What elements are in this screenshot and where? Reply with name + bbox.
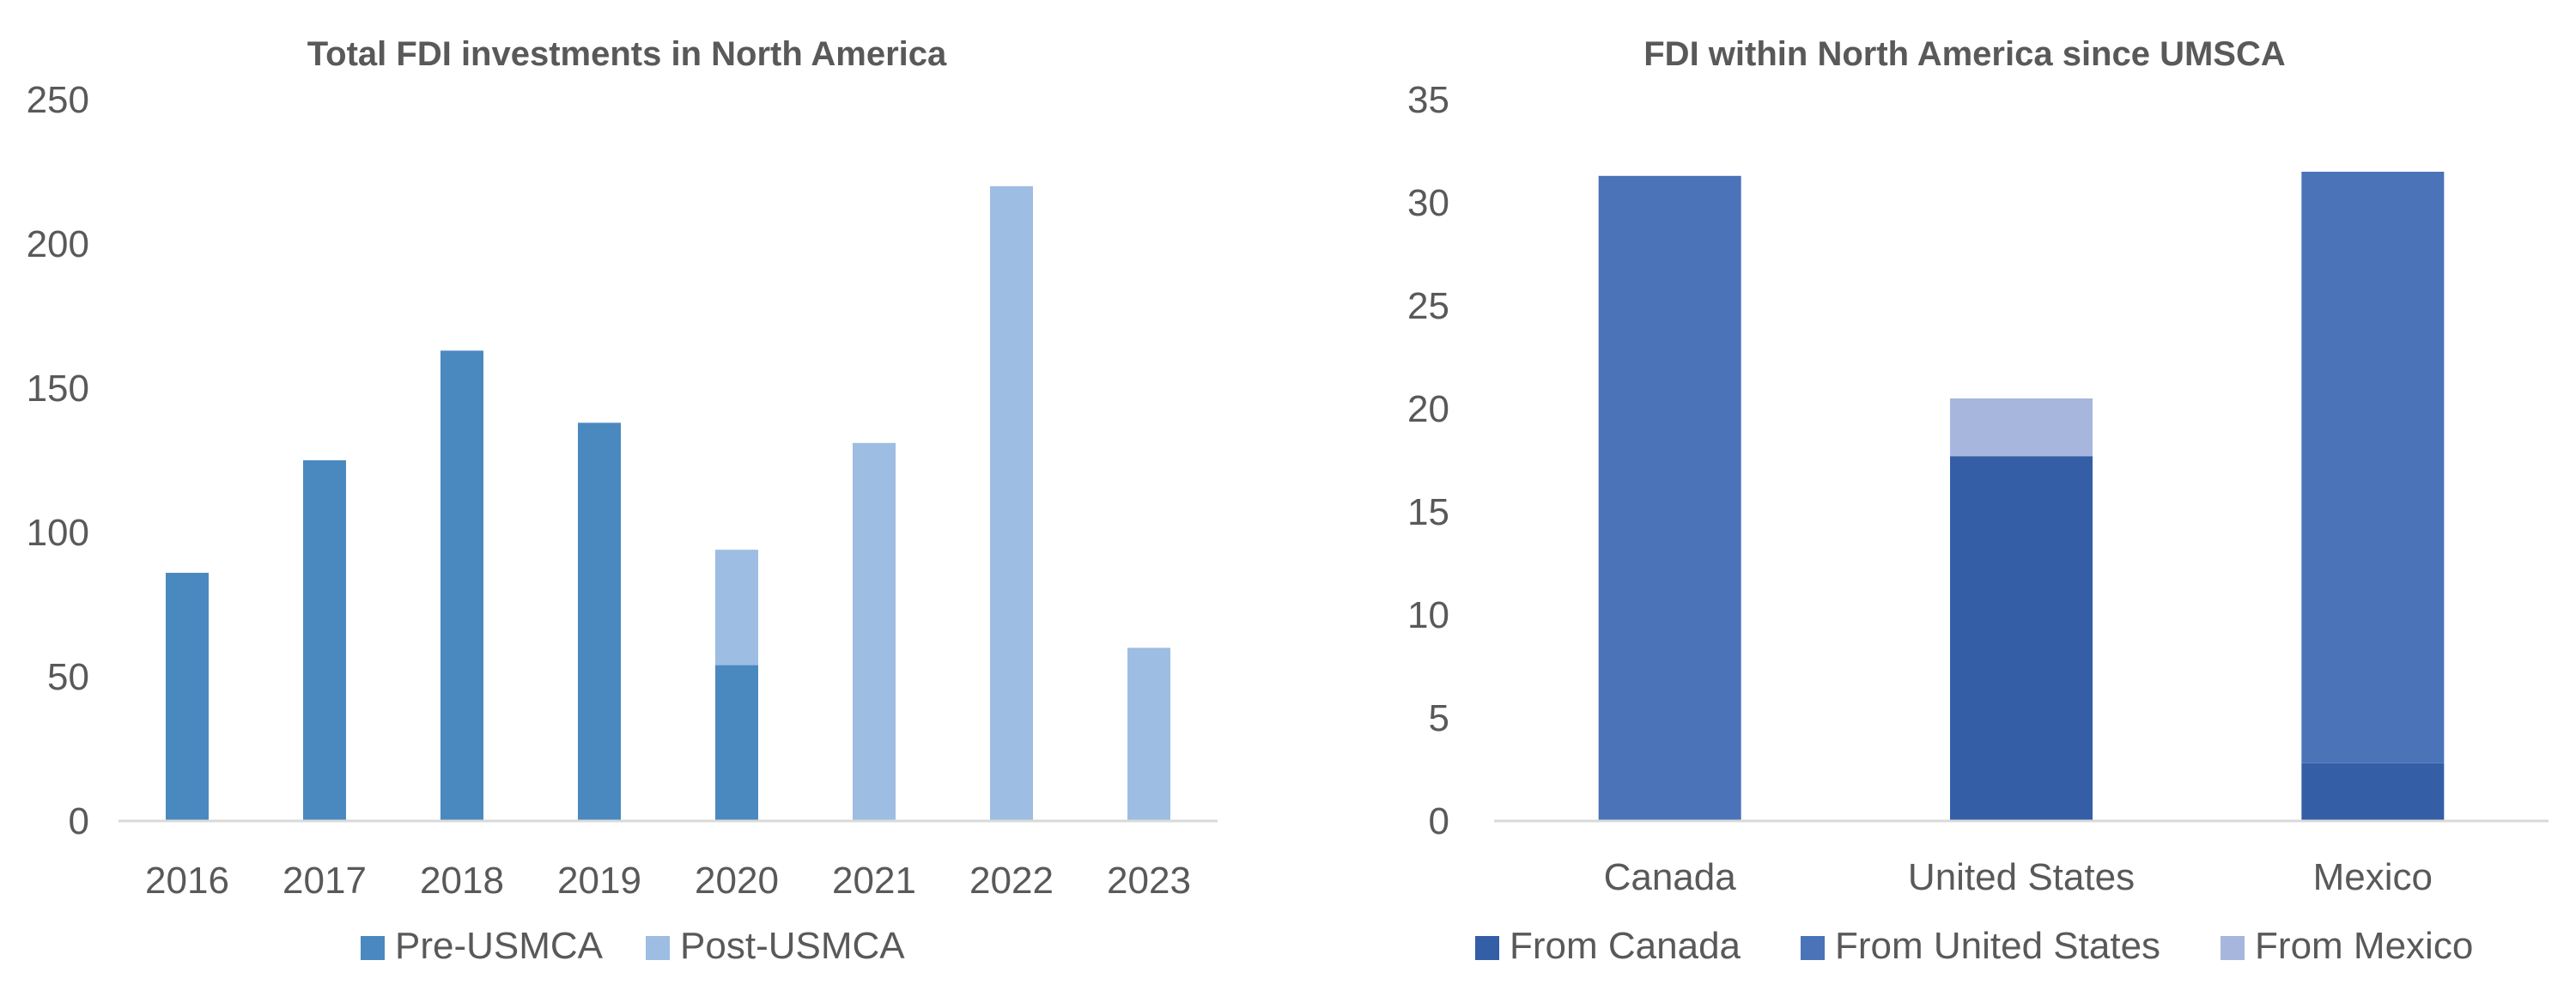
chart1-y-tick-label: 0 — [69, 800, 89, 842]
chart1-bar-2020-pre-usmca — [715, 665, 758, 821]
chart2-title: FDI within North America since UMSCA — [1643, 35, 2286, 73]
chart2-y-tick-label: 30 — [1407, 182, 1449, 224]
chart1-bar-2019-pre-usmca — [578, 422, 621, 821]
chart1-x-tick-label: 2023 — [1107, 860, 1191, 902]
chart1-x-tick-label: 2017 — [283, 860, 367, 902]
chart2-legend-swatch-from-united-states — [1801, 936, 1826, 960]
chart2-y-tick-label: 35 — [1407, 79, 1449, 121]
chart2-y-tick-label: 20 — [1407, 388, 1449, 430]
chart1-bar-2016-pre-usmca — [166, 573, 209, 821]
chart1-bar-2018-pre-usmca — [440, 350, 483, 821]
chart2-legend-label-from-canada: From Canada — [1510, 925, 1741, 967]
chart2-bar-united-states-from-mexico — [1950, 398, 2093, 457]
chart2-bar-mexico-from-canada — [2301, 763, 2445, 821]
chart2: FDI within North America since UMSCA 0 5 10… — [1407, 35, 2549, 967]
chart1-bar-2020-post-usmca — [715, 550, 758, 666]
chart1-bar-2021-post-usmca — [853, 442, 896, 821]
chart1-x-tick-label: 2020 — [695, 860, 779, 902]
chart2-x-tick-label: Canada — [1604, 856, 1737, 898]
chart2-y-tick-label: 5 — [1429, 697, 1449, 739]
chart1-legend-label-pre-usmca: Pre-USMCA — [395, 925, 604, 967]
chart1-x-tick-label: 2021 — [832, 860, 916, 902]
chart1-y-tick-label: 200 — [27, 223, 89, 265]
chart2-y-tick-label: 10 — [1407, 594, 1449, 636]
chart2-legend-swatch-from-canada — [1475, 936, 1499, 960]
chart1-x-tick-label: 2019 — [557, 860, 641, 902]
chart2-bar-canada-from-united-states — [1598, 175, 1741, 822]
chart1-bar-2017-pre-usmca — [303, 460, 346, 821]
chart1-bar-2023-post-usmca — [1127, 647, 1170, 821]
chart1-x-tick-label: 2016 — [145, 860, 229, 902]
chart2-legend-label-from-mexico: From Mexico — [2255, 925, 2473, 967]
chart1-y-tick-label: 100 — [27, 512, 89, 554]
chart1-legend: Pre-USMCA Post-USMCA — [361, 925, 905, 967]
chart1-x-tick-label: 2018 — [420, 860, 504, 902]
chart2-legend-swatch-from-mexico — [2221, 936, 2245, 960]
chart1: Total FDI investments in North America 0 5… — [27, 35, 1218, 967]
chart2-legend: From Canada From United States From Mexico — [1475, 925, 2473, 967]
chart2-y-tick-label: 25 — [1407, 285, 1449, 327]
chart2-y-tick-label: 0 — [1429, 800, 1449, 842]
chart2-bar-united-states-from-canada — [1950, 456, 2093, 821]
chart1-legend-swatch-pre-usmca — [361, 936, 385, 960]
chart1-y-tick-label: 250 — [27, 79, 89, 121]
chart2-x-tick-label: Mexico — [2313, 856, 2433, 898]
chart1-y-tick-label: 50 — [47, 656, 89, 698]
chart1-legend-label-post-usmca: Post-USMCA — [680, 925, 905, 967]
chart2-x-tick-label: United States — [1908, 856, 2135, 898]
chart1-legend-swatch-post-usmca — [646, 936, 671, 960]
chart1-title: Total FDI investments in North America — [307, 35, 947, 73]
chart1-y-tick-label: 150 — [27, 368, 89, 410]
chart2-legend-label-from-united-states: From United States — [1835, 925, 2160, 967]
chart1-bar-2022-post-usmca — [990, 185, 1033, 822]
chart1-x-tick-label: 2022 — [969, 860, 1054, 902]
chart2-y-tick-label: 15 — [1407, 491, 1449, 533]
chart2-bar-mexico-from-united-states — [2301, 172, 2445, 763]
